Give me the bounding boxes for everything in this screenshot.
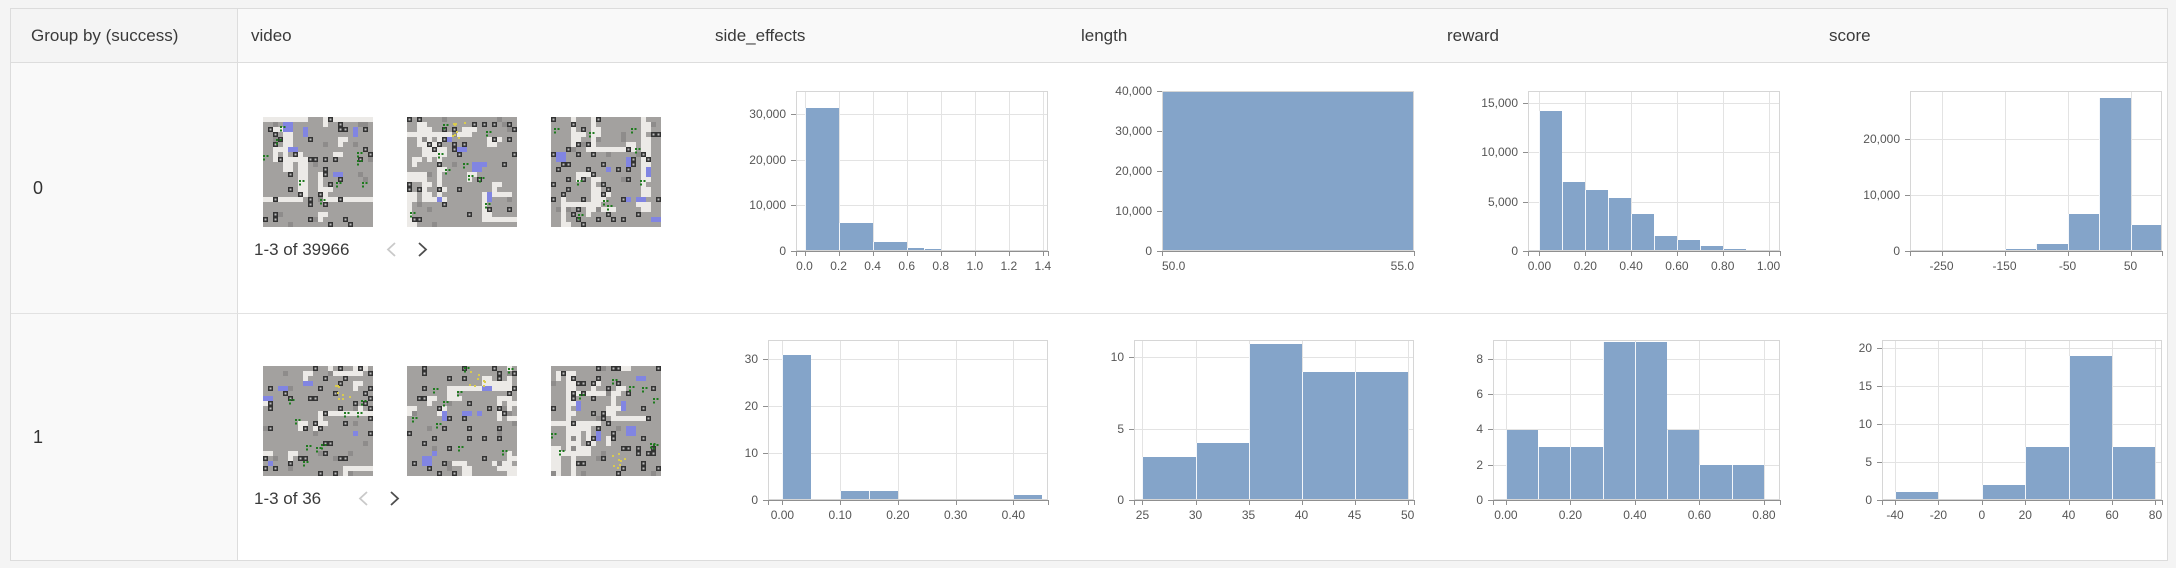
score-histogram-cell: -40 -20 0 20 40 60 80 0 5 10 15 20	[1816, 313, 2167, 560]
length-histogram-cell: 25 30 35 40 45 50 0 5 10	[1068, 313, 1434, 560]
video-thumbnails	[263, 365, 702, 476]
column-header-video-label: video	[251, 25, 292, 45]
video-thumbnail[interactable]	[407, 365, 517, 476]
histogram-length: 25 30 35 40 45 50 0 5 10	[1106, 340, 1415, 534]
column-header-score-label: score	[1829, 25, 1871, 45]
chevron-left-icon	[357, 491, 370, 510]
histogram-side-effects: 0.00 0.10 0.20 0.30 0.40 0 10 20 30	[740, 340, 1049, 534]
group-value-cell: 0	[11, 63, 238, 313]
reward-histogram-cell: 0.00 0.20 0.40 0.60 0.80 0 2 4 6 8	[1434, 313, 1816, 560]
chevron-right-icon	[416, 242, 429, 261]
column-header-video[interactable]: video	[238, 9, 702, 63]
video-thumbnail[interactable]	[263, 116, 373, 227]
group-value: 0	[33, 177, 44, 198]
pagination-prev-button	[383, 240, 400, 259]
column-header-side-effects-label: side_effects	[715, 25, 806, 45]
pagination-prev-button	[355, 489, 372, 508]
group-value-cell: 1	[11, 313, 238, 560]
video-thumbnail[interactable]	[551, 116, 661, 227]
video-thumbnail[interactable]	[551, 365, 661, 476]
length-histogram-cell: 50.0 55.0 0 10,000 20,000 30,000 40,000	[1068, 63, 1434, 313]
pagination-label: 1-3 of 39966	[254, 239, 350, 259]
column-header-reward-label: reward	[1447, 25, 1499, 45]
pagination-next-button[interactable]	[414, 240, 431, 259]
score-histogram-cell: -250 -150 -50 50 0 10,000 20,000	[1816, 63, 2167, 313]
histogram-score: -40 -20 0 20 40 60 80 0 5 10 15 20	[1858, 340, 2163, 522]
chevron-right-icon	[388, 491, 401, 510]
histogram-length: 50.0 55.0 0 10,000 20,000 30,000 40,000	[1115, 84, 1415, 273]
column-header-group-by[interactable]: Group by (success)	[11, 9, 238, 63]
grouped-runs-table: Group by (success) video side_effects le…	[10, 8, 2168, 561]
histogram-side-effects: 0.0 0.2 0.4 0.6 0.8 1.0 1.2 1.4 0 10,000 20,000 30,…	[740, 91, 1051, 285]
video-cell: 1-3 of 39966	[238, 63, 702, 313]
side-effects-histogram-cell: 0.0 0.2 0.4 0.6 0.8 1.0 1.2 1.4 0 10,000 20,000 30,…	[702, 63, 1068, 313]
column-header-reward[interactable]: reward	[1434, 9, 1816, 63]
video-thumbnail[interactable]	[407, 116, 517, 227]
histogram-reward: 0.00 0.20 0.40 0.60 0.80 1.00 0 5,000 10,000 15,0…	[1472, 91, 1781, 285]
chevron-left-icon	[385, 242, 398, 261]
column-header-length-label: length	[1081, 25, 1128, 45]
pagination-next-button[interactable]	[386, 489, 403, 508]
pagination-label: 1-3 of 36	[254, 488, 322, 508]
video-thumbnail[interactable]	[263, 365, 373, 476]
column-header-length[interactable]: length	[1068, 9, 1434, 63]
group-value: 1	[33, 426, 44, 447]
column-header-side-effects[interactable]: side_effects	[702, 9, 1068, 63]
histogram-reward: 0.00 0.20 0.40 0.60 0.80 0 2 4 6 8	[1472, 340, 1781, 534]
histogram-score: -250 -150 -50 50 0 10,000 20,000	[1854, 91, 2163, 285]
video-cell: 1-3 of 36	[238, 313, 702, 560]
side-effects-histogram-cell: 0.00 0.10 0.20 0.30 0.40 0 10 20 30	[702, 313, 1068, 560]
column-header-group-by-label: Group by (success)	[31, 25, 179, 45]
column-header-score[interactable]: score	[1816, 9, 2167, 63]
reward-histogram-cell: 0.00 0.20 0.40 0.60 0.80 1.00 0 5,000 10,000 15,0…	[1434, 63, 1816, 313]
video-thumbnails	[263, 116, 702, 227]
